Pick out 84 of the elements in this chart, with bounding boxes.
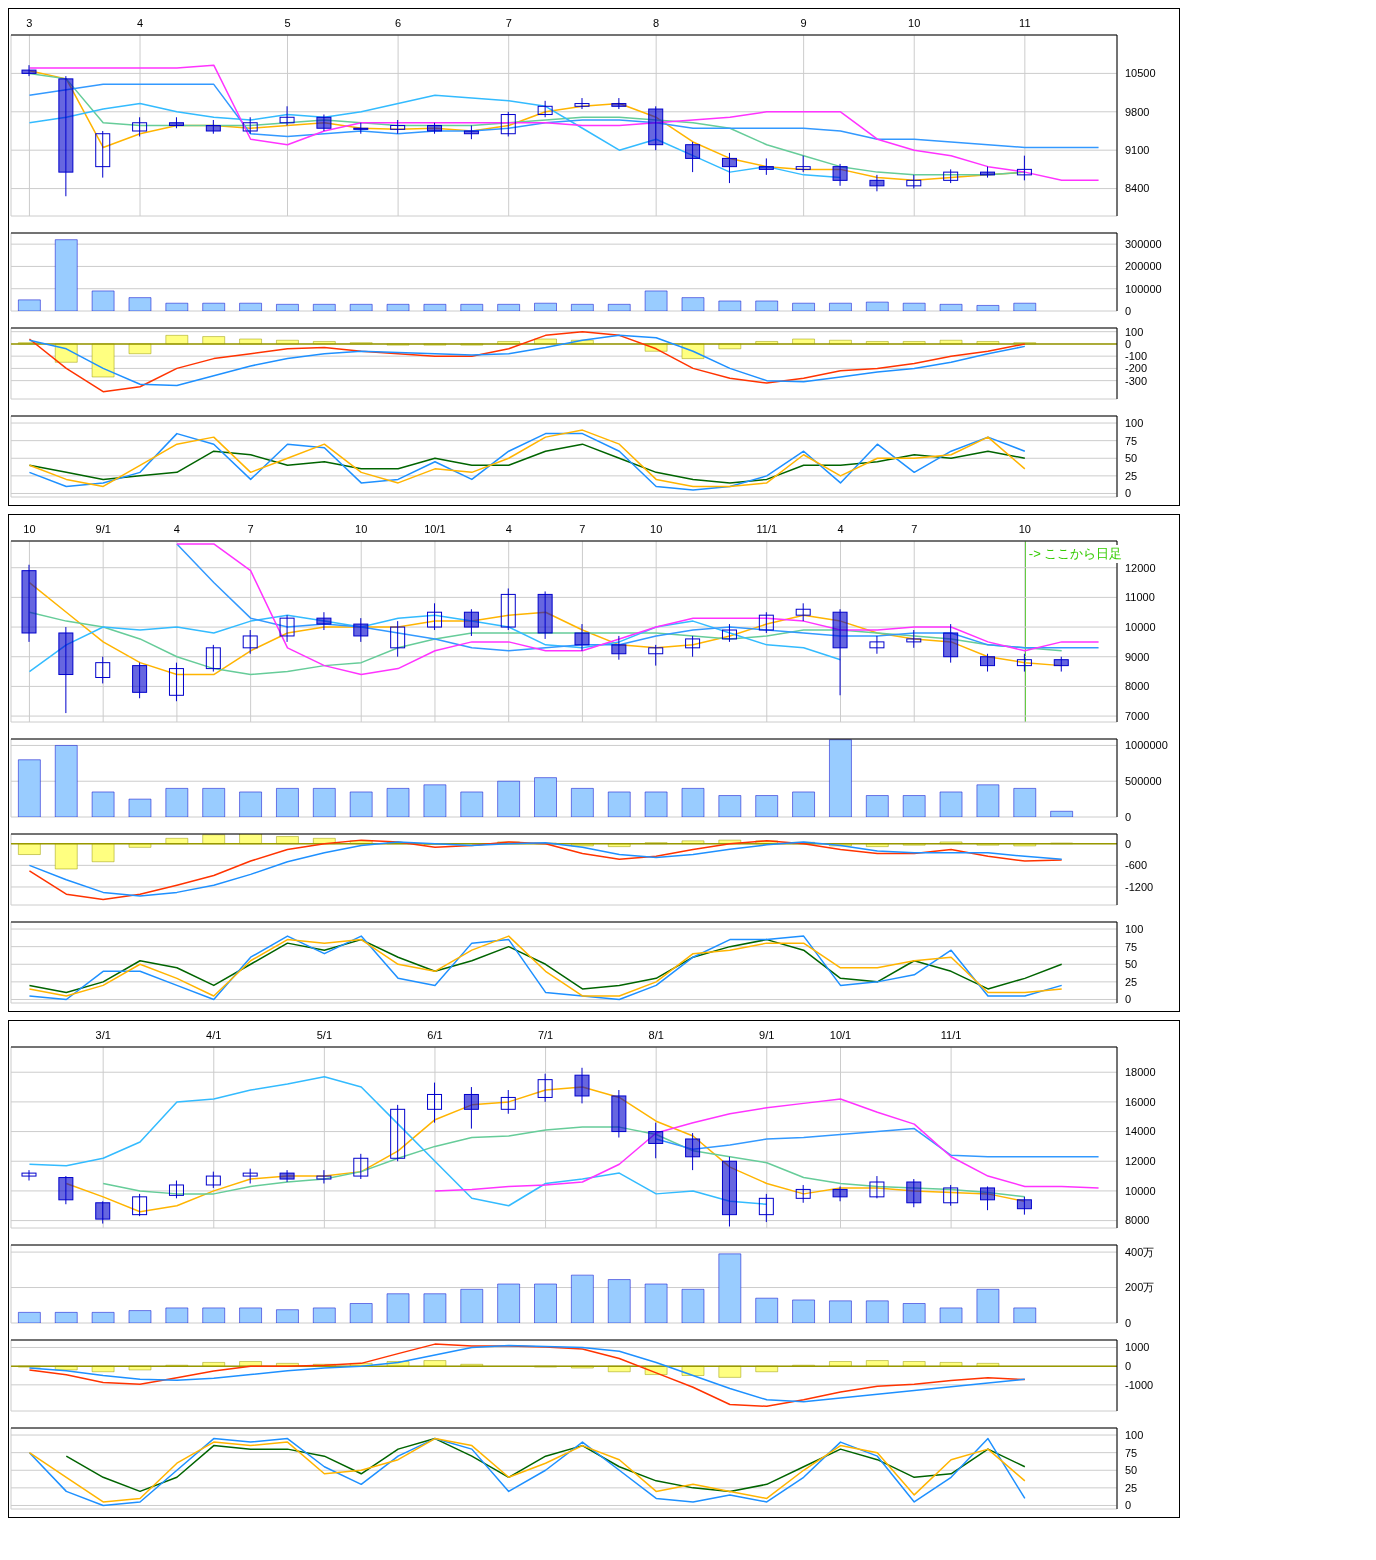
y-tick-label: 100: [1125, 416, 1144, 429]
y-tick-label: 100: [1125, 922, 1144, 935]
y-tick-label: 0: [1125, 337, 1132, 350]
y-tick-label: 100000: [1125, 282, 1162, 295]
y-tick-label: 12000: [1125, 1155, 1156, 1168]
y-tick-label: 25: [1125, 1481, 1138, 1494]
y-tick-label: 0: [1125, 810, 1132, 823]
y-tick-label: -1200: [1125, 880, 1154, 893]
x-tick-label: 9/1: [759, 1029, 775, 1041]
y-tick-label: 25: [1125, 469, 1138, 482]
y-tick-label: 0: [1125, 487, 1132, 500]
y-tick-label: 0: [1125, 837, 1132, 850]
y-tick-label: 8400: [1125, 182, 1150, 195]
x-tick-label: 10: [355, 523, 368, 535]
y-tick-label: 75: [1125, 434, 1138, 447]
y-tick-label: 300000: [1125, 238, 1162, 251]
x-tick-label: 11: [1019, 17, 1031, 29]
y-tick-label: 1000: [1125, 1341, 1150, 1354]
y-tick-label: 9100: [1125, 144, 1150, 157]
y-tick-label: 100: [1125, 325, 1144, 338]
y-tick-label: -1000: [1125, 1378, 1154, 1391]
y-tick-label: 10000: [1125, 1184, 1156, 1197]
y-tick-label: -600: [1125, 859, 1148, 872]
x-tick-label: 10: [23, 523, 36, 535]
y-tick-label: 10500: [1125, 67, 1156, 80]
y-tick-label: 25: [1125, 975, 1138, 988]
y-tick-label: 10000: [1125, 620, 1156, 633]
y-tick-label: 0: [1125, 304, 1132, 317]
y-tick-label: 14000: [1125, 1125, 1156, 1138]
x-tick-label: 10: [1018, 523, 1031, 535]
x-tick-label: 10: [908, 17, 921, 29]
x-tick-label: 8/1: [648, 1029, 664, 1041]
y-tick-label: 400万: [1125, 1246, 1155, 1258]
x-tick-label: 5/1: [316, 1029, 333, 1041]
x-tick-label: 10: [650, 523, 663, 535]
y-tick-label: -200: [1125, 362, 1148, 375]
x-tick-label: 4: [136, 17, 144, 29]
y-tick-label: 16000: [1125, 1095, 1156, 1108]
y-tick-label: 0: [1125, 1499, 1132, 1512]
x-tick-label: 9: [800, 17, 807, 29]
x-tick-label: 6: [395, 17, 402, 29]
x-tick-label: 7: [505, 17, 512, 29]
y-tick-label: 18000: [1125, 1066, 1156, 1079]
x-tick-label: 7: [247, 523, 254, 535]
y-tick-label: 75: [1125, 1446, 1138, 1459]
y-tick-label: 50: [1125, 452, 1138, 465]
x-tick-label: 10/1: [829, 1029, 852, 1041]
y-tick-label: 50: [1125, 1464, 1138, 1477]
y-tick-label: 7000: [1125, 709, 1150, 722]
y-tick-label: 75: [1125, 940, 1138, 953]
x-tick-label: 3: [26, 17, 33, 29]
x-tick-label: 11/1: [756, 523, 778, 535]
x-tick-label: 6/1: [427, 1029, 443, 1041]
x-tick-label: 11/1: [940, 1029, 962, 1041]
y-tick-label: 9000: [1125, 650, 1150, 663]
y-tick-label: -100: [1125, 350, 1148, 363]
y-tick-label: 8000: [1125, 1214, 1150, 1227]
y-tick-label: 100: [1125, 1428, 1144, 1441]
y-tick-label: 12000: [1125, 561, 1156, 574]
y-tick-label: 1000000: [1125, 739, 1168, 752]
x-tick-label: 5: [284, 17, 291, 29]
y-tick-label: 11000: [1125, 591, 1155, 604]
x-tick-label: 4: [837, 523, 844, 535]
x-tick-label: 7/1: [537, 1029, 554, 1041]
x-tick-label: 10/1: [424, 523, 446, 535]
x-tick-label: 7: [911, 523, 918, 535]
y-tick-label: 50: [1125, 958, 1138, 971]
x-tick-label: 4/1: [206, 1029, 222, 1041]
y-tick-label: 9800: [1125, 105, 1150, 118]
x-tick-label: 4: [173, 523, 180, 535]
y-tick-label: 0: [1125, 1316, 1132, 1329]
annotation: -> ここから日足: [1028, 545, 1123, 563]
y-tick-label: 0: [1125, 993, 1132, 1006]
x-tick-label: 7: [579, 523, 586, 535]
x-tick-label: 3/1: [95, 1029, 111, 1041]
y-tick-label: 200万: [1125, 1281, 1155, 1294]
y-tick-label: 8000: [1125, 680, 1150, 693]
x-tick-label: 4: [505, 523, 512, 535]
y-tick-label: 500000: [1125, 775, 1162, 788]
x-tick-label: 9/1: [95, 523, 111, 535]
y-tick-label: -300: [1125, 374, 1148, 387]
y-tick-label: 0: [1125, 1360, 1132, 1373]
y-tick-label: 200000: [1125, 260, 1162, 273]
x-tick-label: 8: [653, 17, 660, 29]
